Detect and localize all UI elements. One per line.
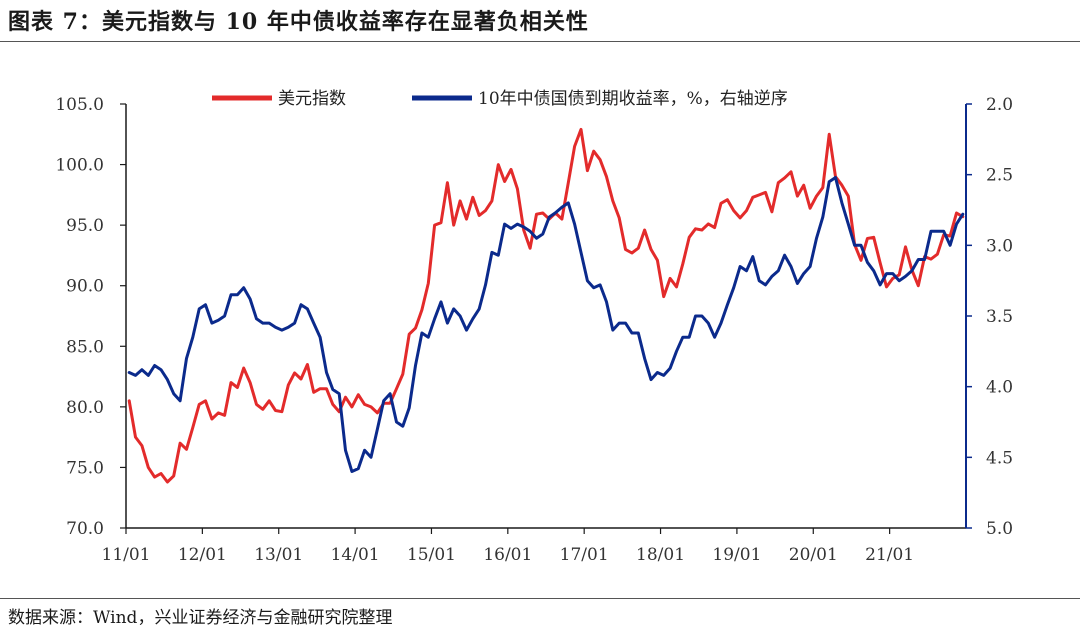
- title-divider: [0, 41, 1080, 42]
- source-divider: [0, 598, 1080, 599]
- right-axis-tick-label: 5.0: [986, 519, 1013, 539]
- series-line-2: [127, 176, 965, 473]
- x-axis-tick-label: 19/01: [712, 545, 761, 565]
- legend-label-2: 10年中债国债到期收益率，%，右轴逆序: [478, 89, 788, 109]
- x-axis-tick-label: 11/01: [102, 545, 151, 565]
- left-axis-tick-label: 90.0: [66, 277, 104, 297]
- x-axis-tick-label: 14/01: [331, 545, 380, 565]
- source-note: 数据来源：Wind，兴业证券经济与金融研究院整理: [8, 608, 393, 628]
- left-axis-tick-label: 95.0: [66, 216, 104, 236]
- line-chart: 70.0 75.0 80.0 85.0 90.0 95.0 100.0 105.0 2.0 2.5…: [55, 89, 1013, 565]
- right-axis-tick-label: 2.0: [986, 95, 1013, 115]
- right-axis-tick-label: 4.5: [986, 448, 1013, 468]
- right-axis-tick-label: 2.5: [986, 166, 1013, 186]
- left-axis-tick-label: 85.0: [66, 337, 104, 357]
- series-line-1: [127, 127, 965, 484]
- x-axis-tick-label: 20/01: [789, 545, 838, 565]
- legend-label-1: 美元指数: [278, 89, 346, 109]
- axes-layer: 70.0 75.0 80.0 85.0 90.0 95.0 100.0 105.0 2.0 2.5…: [55, 95, 1013, 565]
- x-axis-tick-label: 13/01: [254, 545, 303, 565]
- right-axis-tick-label: 3.5: [986, 307, 1013, 327]
- x-axis-tick-label: 18/01: [636, 545, 685, 565]
- left-axis-tick-label: 70.0: [66, 519, 104, 539]
- legend: 美元指数 10年中债国债到期收益率，%，右轴逆序: [212, 89, 788, 109]
- x-axis-tick-label: 12/01: [178, 545, 227, 565]
- chart-title: 图表 7：美元指数与 10 年中债收益率存在显著负相关性: [8, 9, 589, 35]
- right-axis-tick-label: 3.0: [986, 236, 1013, 256]
- x-axis-tick-label: 21/01: [865, 545, 914, 565]
- left-axis-tick-label: 105.0: [55, 95, 104, 115]
- left-axis-tick-label: 100.0: [55, 156, 104, 176]
- series-layer: [127, 127, 965, 484]
- x-axis-tick-label: 16/01: [483, 545, 532, 565]
- left-axis-tick-label: 80.0: [66, 398, 104, 418]
- left-axis-tick-label: 75.0: [66, 458, 104, 478]
- right-axis-tick-label: 4.0: [986, 378, 1013, 398]
- x-axis-tick-label: 17/01: [560, 545, 609, 565]
- x-axis-tick-label: 15/01: [407, 545, 456, 565]
